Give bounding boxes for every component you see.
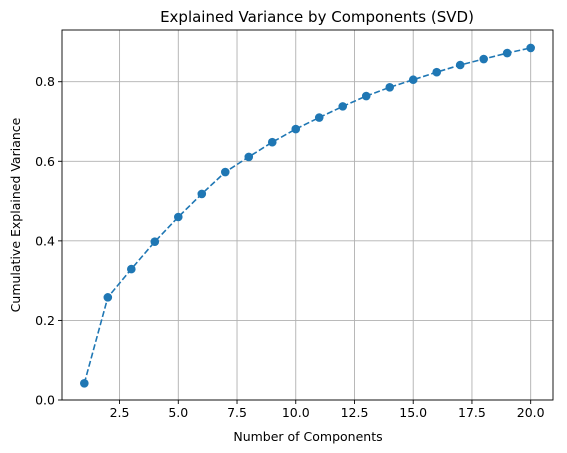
data-point [244,152,254,162]
x-tick-label: 7.5 [227,405,247,420]
data-point [338,102,348,111]
y-tick-label: 0.6 [35,154,55,169]
data-point [361,91,371,101]
x-tick-label: 17.5 [458,405,486,420]
grid [62,30,553,401]
data-point [103,293,113,302]
data-point [408,75,418,85]
data-point [432,67,442,77]
x-tick-label: 2.5 [110,405,130,420]
data-point [479,54,488,64]
data-point [127,264,136,274]
y-axis: 0.0 0.2 0.4 0.6 0.8 [35,74,62,408]
data-point [291,124,301,134]
plot-frame [61,29,554,401]
x-tick-label: 5.0 [168,405,188,420]
data-point [385,82,395,92]
y-tick-label: 0.2 [35,313,55,328]
x-tick-label: 20.0 [517,405,545,420]
y-tick-label: 0.4 [35,233,55,248]
x-tick-label: 12.5 [341,405,369,420]
x-axis-title: Number of Components [233,429,382,444]
data-point [150,237,160,246]
y-tick-label: 0.0 [35,393,55,408]
x-axis: 2.5 5.0 7.5 10.0 12.5 15.0 17.5 20.0 [110,400,545,420]
data-point [267,137,277,147]
data-point [502,48,512,58]
y-tick-label: 0.8 [35,74,55,89]
data-point [197,189,207,199]
data-point [173,212,183,222]
data-point [220,167,230,177]
chart-title: Explained Variance by Components (SVD) [160,8,474,26]
data-point [314,113,324,122]
y-axis-title: Cumulative Explained Variance [8,117,23,312]
data-point [526,43,535,53]
data-point [455,60,465,70]
series-layer [80,43,535,388]
data-point [80,378,89,388]
series-line [83,47,531,384]
x-tick-label: 15.0 [399,405,427,420]
x-tick-label: 10.0 [282,405,310,420]
